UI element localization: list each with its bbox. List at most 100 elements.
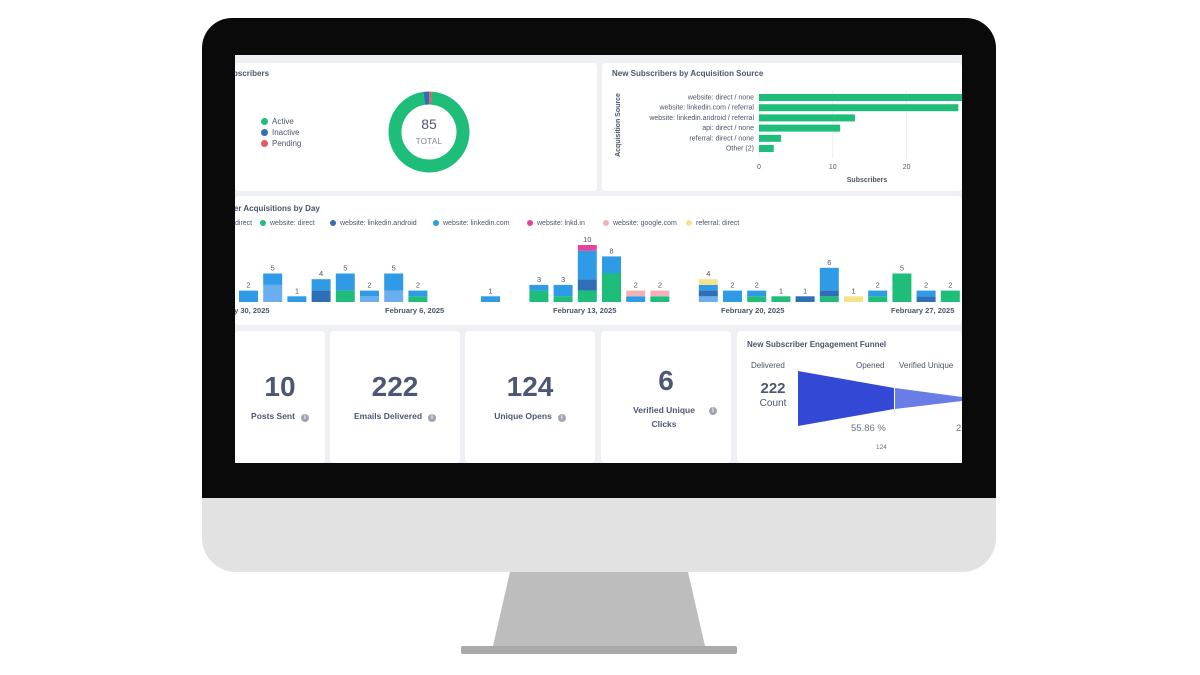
- info-icon[interactable]: i: [557, 414, 566, 422]
- day-bar-segment[interactable]: [481, 296, 500, 302]
- daily-legend-item[interactable]: website: linkedin.android: [330, 220, 417, 227]
- day-bar-segment[interactable]: [747, 296, 767, 302]
- bar-label: website: direct / none: [687, 95, 754, 102]
- daily-legend-item[interactable]: website: google.com: [603, 220, 677, 227]
- daily-stacked-bar-chart: 2514525213310822422116125222ary 30, 2025…: [235, 235, 960, 315]
- day-bar-segment[interactable]: [698, 284, 718, 291]
- day-bar-segment[interactable]: [408, 296, 428, 302]
- day-total-label: 4: [706, 269, 710, 278]
- day-bar-segment[interactable]: [553, 284, 573, 297]
- acquisition-bar[interactable]: [759, 124, 841, 132]
- info-icon[interactable]: i: [428, 414, 437, 422]
- day-bar-segment[interactable]: [844, 296, 863, 302]
- day-bar-segment[interactable]: [626, 290, 646, 297]
- daily-legend-item[interactable]: website: lnkd.in: [527, 220, 585, 227]
- day-bar-segment[interactable]: [940, 290, 960, 302]
- day-bar-segment[interactable]: [650, 296, 670, 302]
- day-total-label: 1: [803, 286, 807, 295]
- green-dot-icon: [261, 118, 268, 125]
- day-bar-segment[interactable]: [335, 273, 355, 291]
- kpi-unique-opens-label: Unique Opens i: [465, 409, 595, 423]
- day-bar-segment[interactable]: [771, 296, 791, 302]
- day-total-label: 2: [416, 281, 420, 290]
- acquisition-bar[interactable]: [759, 114, 855, 122]
- day-total-label: 8: [609, 246, 613, 255]
- day-bar-segment[interactable]: [698, 279, 718, 285]
- kpi-emails-delivered-value: 222: [371, 371, 419, 402]
- x-date-label: February 20, 2025: [721, 306, 784, 315]
- day-bar-segment[interactable]: [263, 273, 283, 285]
- bar-label: api: direct / none: [702, 125, 754, 132]
- day-bar-segment[interactable]: [384, 290, 404, 302]
- day-bar-segment[interactable]: [819, 290, 839, 297]
- day-bar-segment[interactable]: [529, 290, 549, 302]
- monitor-chin: [202, 498, 996, 572]
- day-total-label: 2: [367, 281, 371, 290]
- day-bar-segment[interactable]: [577, 250, 597, 280]
- day-bar-segment[interactable]: [335, 290, 355, 302]
- day-bar-segment[interactable]: [529, 284, 549, 291]
- funnel-segment-delivered[interactable]: [798, 371, 894, 426]
- legend-dot-icon: [686, 220, 692, 226]
- blue-dot-icon: [261, 129, 268, 136]
- day-bar-segment[interactable]: [360, 296, 379, 302]
- daily-legend-item[interactable]: website: linkedin.com: [433, 220, 510, 227]
- daily-legend-item[interactable]: referral: direct: [686, 220, 739, 227]
- x-date-label: February 27, 2025: [891, 306, 954, 315]
- acquisition-bar[interactable]: [759, 104, 959, 112]
- day-bar-segment[interactable]: [360, 290, 379, 297]
- acquisition-bar[interactable]: [759, 94, 962, 101]
- day-bar-segment[interactable]: [916, 296, 936, 302]
- day-total-label: 2: [730, 281, 734, 290]
- daily-legend-item[interactable]: direct: [235, 220, 252, 227]
- day-bar-segment[interactable]: [408, 290, 428, 297]
- day-total-label: 2: [924, 281, 928, 290]
- day-bar-segment[interactable]: [747, 290, 767, 297]
- day-bar-segment[interactable]: [577, 245, 597, 251]
- day-bar-segment[interactable]: [626, 296, 646, 302]
- day-bar-segment[interactable]: [602, 273, 621, 303]
- day-total-label: 3: [561, 275, 565, 284]
- day-bar-segment[interactable]: [311, 290, 331, 302]
- day-bar-segment[interactable]: [698, 296, 718, 302]
- day-bar-segment[interactable]: [819, 296, 839, 302]
- day-bar-segment[interactable]: [577, 290, 597, 302]
- bar-label: Other (2): [726, 146, 754, 153]
- day-bar-segment[interactable]: [892, 273, 912, 303]
- donut-slice-active[interactable]: [388, 91, 470, 173]
- day-bar-segment[interactable]: [577, 279, 597, 291]
- acquisition-bar[interactable]: [759, 145, 774, 152]
- bar-label: referral: direct / none: [689, 135, 754, 142]
- y-axis-label: Acquisition Source: [615, 93, 622, 157]
- monitor-stand-neck: [493, 572, 705, 646]
- day-bar-segment[interactable]: [723, 290, 742, 302]
- funnel-segment-opened[interactable]: [895, 388, 962, 409]
- acquisition-bar[interactable]: [759, 134, 782, 142]
- x-axis-label: Subscribers: [847, 177, 888, 184]
- day-total-label: 10: [583, 235, 591, 244]
- info-icon[interactable]: i: [709, 407, 717, 415]
- day-bar-segment[interactable]: [916, 290, 936, 297]
- funnel-card-title: New Subscriber Engagement Funnel: [747, 340, 887, 349]
- day-bar-segment[interactable]: [287, 296, 307, 302]
- day-bar-segment[interactable]: [553, 296, 573, 302]
- day-bar-segment[interactable]: [868, 296, 888, 302]
- kpi-verified-clicks-card: 6 Verified Unique Clicks i: [601, 331, 731, 463]
- info-icon[interactable]: i: [300, 414, 309, 422]
- day-bar-segment[interactable]: [650, 290, 670, 297]
- day-bar-segment[interactable]: [311, 279, 331, 291]
- day-bar-segment[interactable]: [263, 284, 283, 302]
- day-bar-segment[interactable]: [819, 267, 839, 291]
- legend-dot-icon: [260, 220, 266, 226]
- daily-legend-item[interactable]: website: direct: [260, 220, 315, 227]
- day-bar-segment[interactable]: [698, 290, 718, 297]
- day-bar-segment[interactable]: [868, 290, 888, 297]
- day-bar-segment[interactable]: [384, 273, 404, 291]
- day-bar-segment[interactable]: [795, 296, 815, 302]
- day-bar-segment[interactable]: [239, 290, 258, 302]
- acquisition-source-card: New Subscribers by Acquisition Source we…: [602, 63, 962, 191]
- funnel-count-value: 222: [760, 380, 786, 397]
- kpi-unique-opens-value: 124: [506, 371, 554, 402]
- legend-dot-icon: [527, 220, 533, 226]
- day-bar-segment[interactable]: [602, 256, 621, 274]
